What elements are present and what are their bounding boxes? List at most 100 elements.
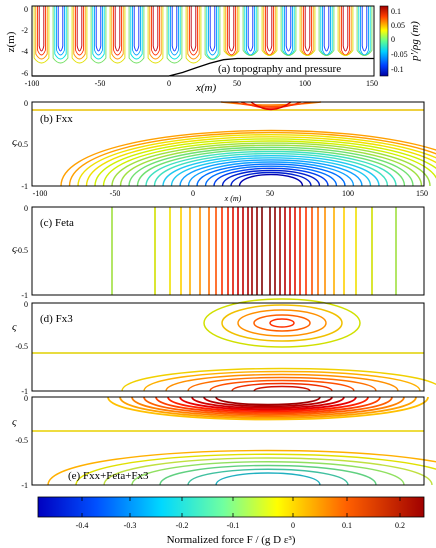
total-contour: [75, 453, 436, 486]
pressure-contour: [114, 6, 121, 52]
pressure-contour: [185, 6, 202, 64]
panel-a-cbar-tick: 0: [391, 35, 395, 44]
panel-c-ylabel: ς: [12, 243, 17, 255]
pressure-contour: [284, 6, 293, 56]
pressure-contour: [322, 6, 331, 56]
fx3-contour: [209, 379, 355, 392]
fx3-contour: [203, 298, 361, 348]
panel-d-ytick: 0: [24, 300, 28, 309]
total-contour: [131, 461, 405, 486]
panel-d-ylabel: ς: [12, 321, 17, 333]
pressure-contour: [247, 6, 254, 52]
panel-a-xtick: -100: [25, 79, 40, 88]
pressure-contour: [208, 6, 217, 56]
panel-a-ytick: -4: [21, 47, 28, 56]
panel-b-axes: [31, 101, 425, 187]
pressure-contour: [149, 6, 162, 60]
fxx-contour: [187, 161, 355, 187]
panel-a-cbar-label: p'/ρg (m): [409, 21, 421, 62]
pressure-contours: [32, 6, 374, 76]
fx3-contour: [253, 314, 311, 332]
panel-c-ytick: -0.5: [15, 246, 28, 255]
pressure-contour: [90, 6, 107, 64]
pressure-contour: [228, 6, 235, 52]
pressure-contour: [170, 6, 179, 56]
panel-b-xtick: 100: [342, 189, 354, 198]
pressure-contour: [95, 6, 102, 52]
total-contour: [155, 396, 381, 414]
colorbar-label: Normalized force F / (g D ε³): [167, 534, 296, 546]
panel-b-ylabel: ς: [12, 136, 17, 148]
panel-a-cbar-tick: 0.05: [391, 21, 405, 30]
colorbar-tick-label: 0: [291, 521, 295, 530]
pressure-contour: [147, 6, 164, 64]
pressure-contour: [356, 6, 373, 56]
fxx-contour: [111, 142, 431, 187]
panel-a-xtick: 150: [366, 79, 378, 88]
total-contour: [47, 449, 436, 486]
pressure-contour: [280, 6, 297, 56]
panel-b-ytick: 0: [24, 99, 28, 108]
pressure-contour: [242, 6, 259, 56]
total-contour: [159, 464, 377, 486]
pressure-contour: [151, 6, 160, 56]
total-contour: [203, 396, 333, 408]
colorbar-tick-label: -0.3: [124, 521, 137, 530]
pressure-contour: [73, 6, 86, 60]
panel-b-label: (b) Fxx: [40, 113, 73, 125]
pressure-contour: [261, 6, 278, 56]
panel-b-xtick: 0: [191, 189, 195, 198]
pressure-contour: [111, 6, 124, 60]
total-contour: [179, 396, 357, 411]
panel-a-cbar-tick: -0.1: [391, 65, 404, 74]
panel-b-ytick: -0.5: [15, 140, 28, 149]
fx3-contour: [237, 309, 327, 337]
pressure-contour: [303, 6, 312, 56]
panel-e-label: (e) Fxx+Feta+Fx3: [68, 470, 149, 482]
pressure-contour: [206, 6, 219, 60]
fx3-contour: [121, 367, 436, 392]
pressure-contour: [299, 6, 316, 56]
pressure-contour: [323, 6, 330, 52]
panel-e-ylabel: ς: [12, 416, 17, 428]
panel-e-ytick: 0: [24, 394, 28, 403]
panel-a-xtick: 100: [299, 79, 311, 88]
pressure-contour: [341, 6, 350, 56]
pressure-contour: [152, 6, 159, 52]
fx3-contour: [253, 385, 311, 392]
pressure-contour: [33, 6, 50, 64]
fxx-contour: [145, 150, 397, 187]
panel-b-xtick: -100: [33, 189, 48, 198]
panel-b-xlabel: x (m): [224, 194, 242, 203]
pressure-contour: [189, 6, 198, 56]
panel-c-ytick: -1: [21, 291, 28, 300]
panel-a: 0 -2 -4 -6 z(m) -100 -50 0 50 100 150 x(…: [5, 5, 421, 94]
main-colorbar: -0.4 -0.3 -0.2 -0.1 0 0.1 0.2 Normalized…: [37, 496, 425, 546]
fxx-contour: [221, 169, 321, 187]
total-contour: [131, 396, 405, 418]
panel-a-axes: [31, 5, 375, 77]
total-force-contours: [32, 396, 436, 486]
total-contour: [107, 396, 429, 421]
total-contour: [103, 457, 433, 486]
topography-line: [32, 57, 374, 77]
pressure-contour: [37, 6, 46, 56]
fxx-contour: [220, 101, 322, 106]
fxx-contour: [60, 129, 436, 187]
fxx-contour: [230, 101, 312, 108]
pressure-contour: [38, 6, 45, 52]
fxx-contour: [204, 165, 338, 187]
fxx-contour: [94, 138, 436, 187]
panel-a-ytick: -6: [21, 69, 28, 78]
pressure-contour: [132, 6, 141, 56]
pressure-contour: [35, 6, 48, 60]
fxx-contour: [196, 163, 346, 187]
pressure-contour: [190, 6, 197, 52]
pressure-contour: [337, 6, 354, 56]
pressure-contour: [209, 6, 216, 52]
pressure-contour: [266, 6, 273, 52]
pressure-contour: [361, 6, 368, 52]
fxx-contour: [119, 144, 423, 187]
total-contour: [167, 396, 369, 413]
